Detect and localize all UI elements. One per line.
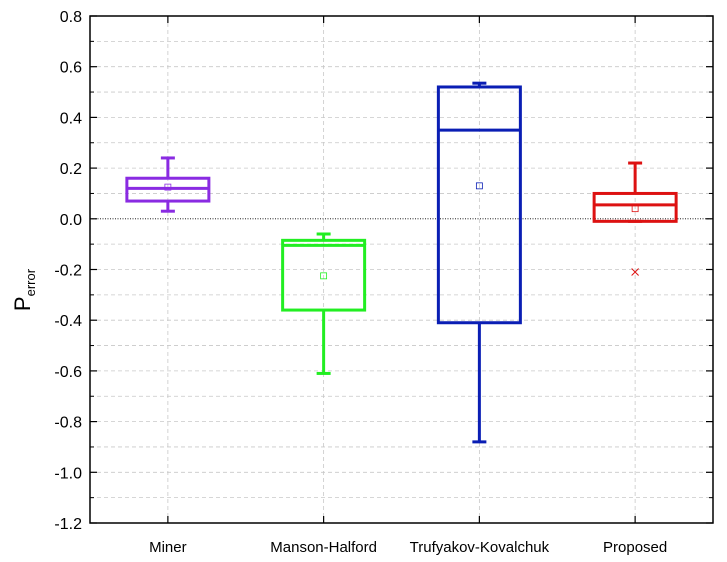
category-label: Proposed xyxy=(603,539,667,556)
axis-ticks xyxy=(90,15,713,524)
y-tick-label: -1.0 xyxy=(54,465,82,482)
box-iqr xyxy=(281,238,367,312)
y-tick-label: -0.8 xyxy=(54,415,82,432)
box-series xyxy=(125,81,678,444)
y-axis-title-main: P xyxy=(10,296,35,311)
box-iqr xyxy=(436,85,522,325)
y-tick-label: 0.0 xyxy=(60,212,82,229)
outlier-marker xyxy=(631,268,639,276)
category-label: Trufyakov-Kovalchuk xyxy=(410,539,550,556)
y-tick-label: 0.2 xyxy=(60,161,82,178)
y-tick-label: 0.6 xyxy=(60,60,82,77)
box-iqr xyxy=(592,191,678,223)
y-tick-label: -0.6 xyxy=(54,364,82,381)
grid-lines xyxy=(90,16,713,523)
mean-marker xyxy=(320,272,328,280)
box-1 xyxy=(281,232,367,375)
y-axis-title-sub: error xyxy=(23,268,38,296)
category-label: Miner xyxy=(149,539,187,556)
y-tick-label: 0.8 xyxy=(60,9,82,26)
mean-marker xyxy=(164,183,172,191)
mean-marker xyxy=(631,205,639,213)
y-tick-label: -1.2 xyxy=(54,516,82,533)
category-label: Manson-Halford xyxy=(270,539,377,556)
category-labels: Miner Manson-Halford Trufyakov-Kovalchuk Pr… xyxy=(149,539,667,556)
y-tick-labels: 0.8 0.6 0.4 0.2 0.0 -0.2 -0.4 -0.6 -0.8 -1.0 -1.2 xyxy=(54,9,82,533)
y-axis-title: Perror xyxy=(10,268,38,311)
y-tick-label: -0.2 xyxy=(54,263,82,280)
mean-marker xyxy=(475,182,483,190)
box-2 xyxy=(436,81,522,444)
box-0 xyxy=(125,156,211,213)
box-3 xyxy=(592,161,678,276)
y-tick-label: -0.4 xyxy=(54,313,82,330)
y-tick-label: 0.4 xyxy=(60,110,82,127)
